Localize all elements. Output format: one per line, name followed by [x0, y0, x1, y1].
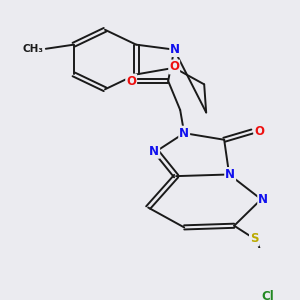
Text: N: N: [258, 193, 268, 206]
Text: N: N: [225, 168, 235, 181]
Text: O: O: [254, 125, 264, 138]
Text: S: S: [250, 232, 258, 245]
Text: O: O: [169, 61, 179, 74]
Text: N: N: [170, 43, 180, 56]
Text: CH₃: CH₃: [23, 44, 44, 54]
Text: N: N: [149, 145, 159, 158]
Text: O: O: [126, 74, 136, 88]
Text: N: N: [179, 127, 189, 140]
Text: Cl: Cl: [262, 290, 274, 300]
